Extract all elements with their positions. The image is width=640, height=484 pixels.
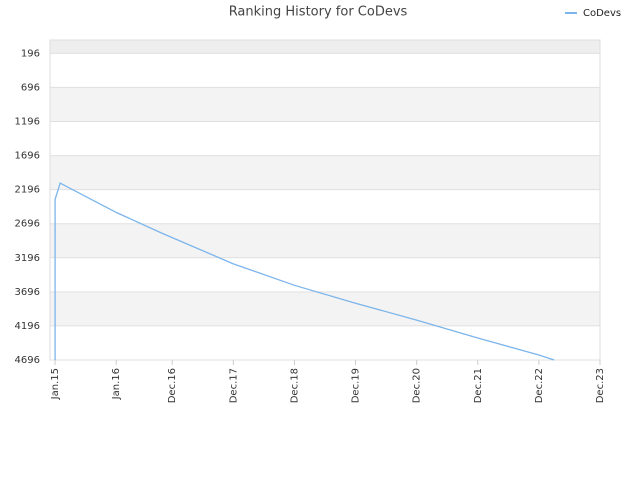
y-tick-label: 4696 — [15, 355, 40, 366]
y-tick-label: 2196 — [15, 185, 40, 196]
plot-band — [50, 223, 600, 258]
y-tick-label: 696 — [21, 82, 40, 93]
x-tick-label: Dec.16 — [167, 368, 178, 403]
x-tick-label: Dec.18 — [289, 368, 300, 403]
y-tick-label: 3696 — [15, 287, 40, 298]
x-tick-label: Dec.20 — [412, 368, 423, 403]
y-tick-label: 1696 — [15, 151, 40, 162]
x-tick-label: Dec.23 — [595, 368, 606, 403]
x-tick-label: Jan.16 — [111, 368, 122, 400]
y-tick-label: 196 — [21, 48, 40, 59]
y-tick-label: 4196 — [15, 321, 40, 332]
plot-band — [50, 155, 600, 190]
plot-band — [50, 87, 600, 122]
legend-label: CoDevs — [583, 8, 621, 19]
y-tick-label: 1196 — [15, 116, 40, 127]
x-tick-label: Jan.15 — [50, 368, 61, 400]
x-tick-label: Dec.21 — [473, 368, 484, 403]
x-tick-label: Dec.19 — [351, 368, 362, 403]
plot-band — [50, 291, 600, 326]
chart-title: Ranking History for CoDevs — [229, 5, 408, 20]
x-tick-label: Dec.17 — [228, 368, 239, 403]
x-tick-label: Dec.22 — [534, 368, 545, 403]
plot-band — [50, 40, 600, 54]
data-line — [54, 182, 555, 361]
y-tick-label: 2696 — [15, 219, 40, 230]
y-tick-label: 3196 — [15, 253, 40, 264]
